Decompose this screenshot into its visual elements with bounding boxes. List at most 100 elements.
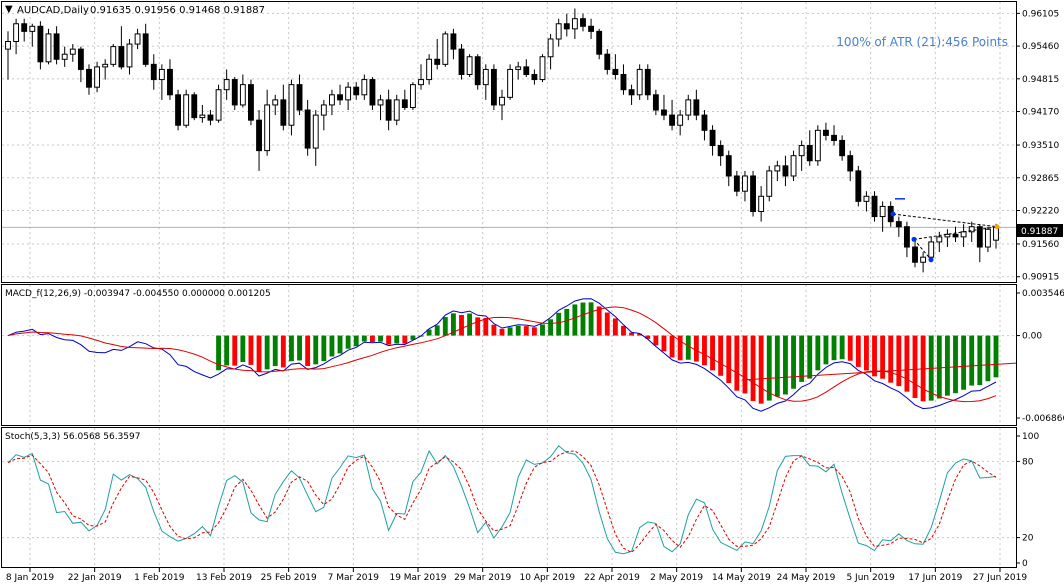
macd-bar [256,335,262,372]
candle-body [685,99,692,116]
candle-body [256,119,262,152]
macd-bar [483,317,489,336]
macd-bar [369,335,375,343]
candle-body [102,63,109,68]
candle-body [677,114,684,126]
candle-body [912,246,918,263]
candle-body [393,99,400,121]
macd-bar [402,335,408,344]
macd-bar [394,335,400,344]
time-axis-label: 10 Apr 2019 [520,573,576,583]
candle-body [183,94,190,126]
stoch-label: Stoch(5,3,3) 56.0568 56.3597 [5,432,140,442]
macd-bar [815,335,821,371]
candle-body [523,66,530,75]
price-axis-label: 0.92865 [1022,174,1059,184]
candle-body [644,68,651,96]
candle-body [77,48,84,70]
macd-bar [531,327,537,336]
price-pane[interactable] [1,1,1017,283]
macd-bar [823,335,829,365]
triangle-lower-line [913,226,998,240]
macd-bar [758,335,764,404]
candle-body [580,18,586,27]
macd-bar [426,329,432,336]
candle-body [661,109,667,116]
candle-body [596,30,603,55]
candle-body [207,114,214,121]
candle-body [223,79,230,91]
candle-body [725,155,732,177]
macd-bar [944,335,950,396]
axes: 0.96105 0.95460 0.94815 0.94170 0.93510 0.928… [6,9,1064,583]
candle-body [248,84,254,121]
candle-body [871,195,878,218]
candle-body [490,68,497,106]
macd-bar [264,335,270,370]
candle-body [377,99,384,106]
candle-body [167,68,173,96]
candle-body [175,94,181,126]
macd-bar [896,335,902,387]
candle-body [636,68,643,96]
macd-axis-label: 0.00 [1022,332,1042,342]
stoch-axis-label: 100 [1022,432,1039,442]
candle-body [701,114,708,131]
time-axis-label: 24 May 2019 [777,573,836,583]
macd-bar [240,335,246,362]
candle-body [790,155,797,177]
macd-bar [450,313,456,336]
candle-body [750,175,756,212]
candle-body [814,129,821,162]
stoch-pane[interactable] [1,427,1017,568]
macd-signal-line [7,306,997,403]
indicator-lines [7,298,1017,555]
macd-bar [904,335,910,392]
macd-bar [621,325,626,336]
macd-bar [321,335,327,362]
candle-body [863,195,870,202]
macd-line [7,298,997,412]
macd-histogram [216,302,999,404]
macd-bar [475,317,481,336]
macd-bar [248,335,254,365]
candle-body [264,104,271,152]
macd-bar [224,335,230,366]
candle-body [118,46,125,68]
price-axis-label: 0.92220 [1022,206,1059,216]
candle-body [936,236,943,243]
candle-body [361,79,368,96]
pattern-point-marker [890,211,896,217]
pattern-point-marker [928,257,934,263]
candle-body [855,170,862,202]
candle-body [150,63,157,81]
candle-body [515,66,522,70]
candle-body [215,89,222,121]
candle-body [993,226,999,241]
macd-bar [572,304,578,336]
macd-bar [289,335,294,362]
macd-bar [280,335,286,368]
candle-body [158,68,165,81]
candle-body [806,145,813,162]
time-axis-label: 13 Feb 2019 [196,573,252,583]
candle-body [847,155,854,172]
candle-body [669,114,675,126]
candle-body [239,84,246,106]
candle-body [466,56,473,75]
macd-bar [718,335,724,376]
candle-body [450,33,457,50]
macd-bar [710,335,715,371]
candle-body [45,33,52,63]
candle-body [134,33,141,45]
macd-bar [297,335,302,361]
macd-bar [604,312,610,336]
current-price-tag [1017,224,1063,237]
candle-body [401,99,408,108]
chart-symbol-menu-icon[interactable]: ▼ [5,4,13,15]
candle-body [199,114,206,119]
macd-bar [588,302,594,336]
macd-bar [637,333,643,336]
macd-bar [507,327,513,336]
